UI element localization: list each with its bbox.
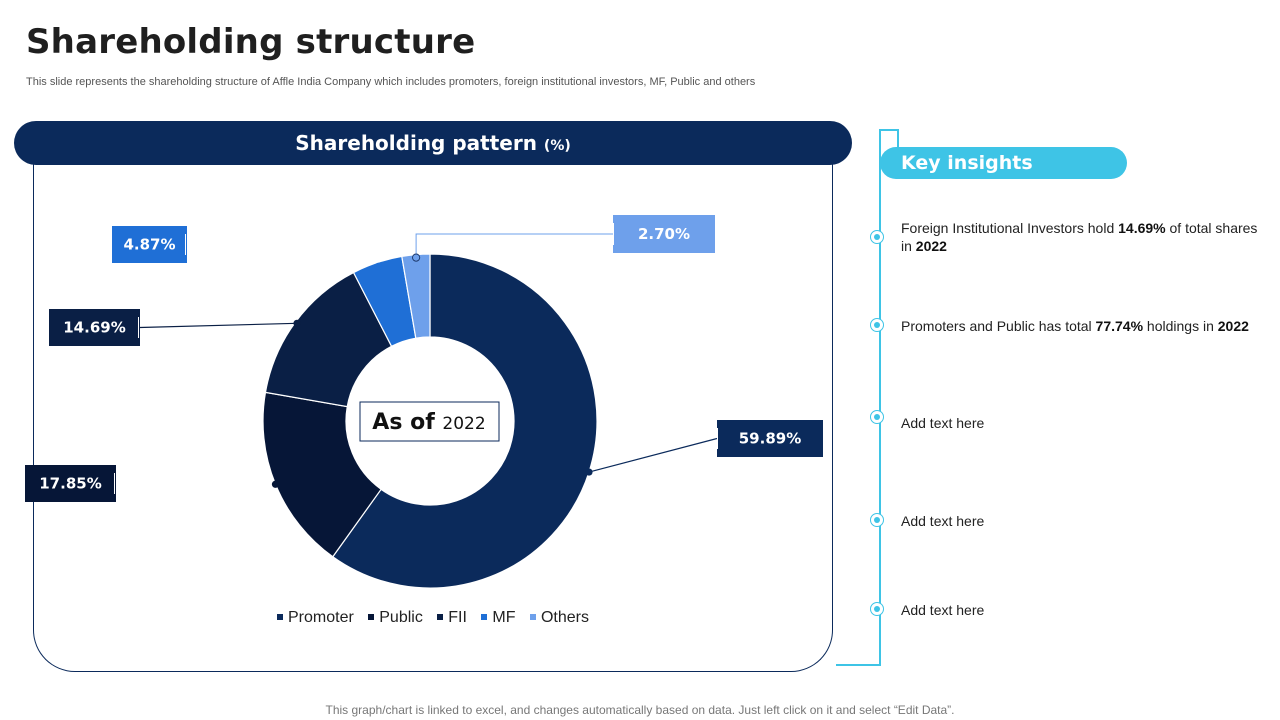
legend-swatch-promoter [277,613,283,620]
data-label-box-others [613,215,715,253]
legend-swatch-mf [481,613,488,620]
insight-5-text: Add text here [901,602,985,618]
legend-swatch-public [368,613,375,620]
chart-legend: Promoter Public FII MF Others [0,609,866,627]
footer-note: This graph/chart is linked to excel, and… [325,703,955,717]
insight-1-text: Foreign Institutional Investors hold [901,220,1119,236]
center-label-box [359,401,500,442]
data-label-fii: 14.69% [63,319,125,337]
leader-dot-public [271,480,280,488]
data-label-box-mf [112,226,187,263]
insight-2-text-mid: holdings in [1143,318,1218,334]
legend-item-mf[interactable]: MF [481,609,516,627]
data-label-box-promoter [717,420,823,457]
insight-marker-icon [870,318,884,332]
leader-line-others [415,233,613,258]
insight-item-4[interactable]: Add text here [901,512,1271,530]
data-label-promoter: 59.89% [739,430,801,448]
data-label-box-fii [49,309,140,346]
legend-label-others: Others [540,609,589,626]
legend-item-others[interactable]: Others [529,609,589,627]
center-label-prefix: As of [372,410,442,435]
leader-dot-fii [293,319,301,327]
insight-marker-icon [870,410,884,424]
insight-3-text: Add text here [901,415,985,431]
chart-panel-unit: (%) [543,138,571,154]
data-label-others: 2.70% [638,225,690,243]
insight-item-1: Foreign Institutional Investors hold 14.… [901,219,1271,255]
legend-label-public: Public [379,609,423,626]
center-label-year: 2022 [442,414,485,434]
donut-chart[interactable]: 59.89% 17.85% 14.69% 4.87% 2.70% As of 2022 [0,0,866,720]
insight-1-year: 2022 [915,238,947,254]
insight-2-year: 2022 [1217,318,1249,334]
legend-item-public[interactable]: Public [368,609,423,627]
insights-timeline-line [879,130,881,665]
leader-dot-others [412,253,421,262]
key-insights-heading: Key insights [880,147,1127,179]
insight-item-5[interactable]: Add text here [901,601,1271,619]
leader-line-fii [139,322,298,329]
leader-line-promoter [588,437,718,473]
legend-swatch-others [529,613,536,620]
insight-2-text: Promoters and Public has total [901,318,1096,334]
legend-label-fii: FII [448,609,467,626]
center-label: As of 2022 [372,410,485,435]
insight-marker-icon [870,230,884,244]
page-subtitle: This slide represents the shareholding s… [26,76,756,88]
insight-1-value: 14.69% [1118,220,1166,236]
slice-promoter[interactable] [331,253,598,589]
insight-4-text: Add text here [901,513,985,529]
insight-2-value: 77.74% [1095,318,1144,334]
insight-item-2: Promoters and Public has total 77.74% ho… [901,317,1271,335]
page-title: Shareholding structure [26,22,476,62]
leader-dot-promoter [585,468,593,476]
insights-timeline-bottom-bracket [836,664,881,666]
chart-panel-header: Shareholding pattern (%) [14,121,852,165]
legend-item-fii[interactable]: FII [437,609,467,627]
insight-1-text-mid: of total shares in [901,220,1258,254]
legend-label-mf: MF [492,609,516,626]
data-label-public: 17.85% [39,475,101,493]
insight-item-3[interactable]: Add text here [901,414,1271,432]
insight-marker-icon [870,602,884,616]
slice-others[interactable] [401,253,431,339]
legend-item-promoter[interactable]: Promoter [277,609,354,627]
slice-public[interactable] [262,391,382,558]
data-label-box-public [25,465,116,502]
leader-dot-mf [374,262,382,271]
insights-timeline-top-bracket [879,129,899,131]
insights-timeline-top-bracket-drop [897,129,899,149]
chart-panel-title: Shareholding pattern [295,131,537,155]
insight-marker-icon [870,513,884,527]
chart-panel [33,142,833,672]
legend-label-promoter: Promoter [288,609,354,626]
legend-swatch-fii [437,613,444,620]
data-label-mf: 4.87% [123,236,175,254]
